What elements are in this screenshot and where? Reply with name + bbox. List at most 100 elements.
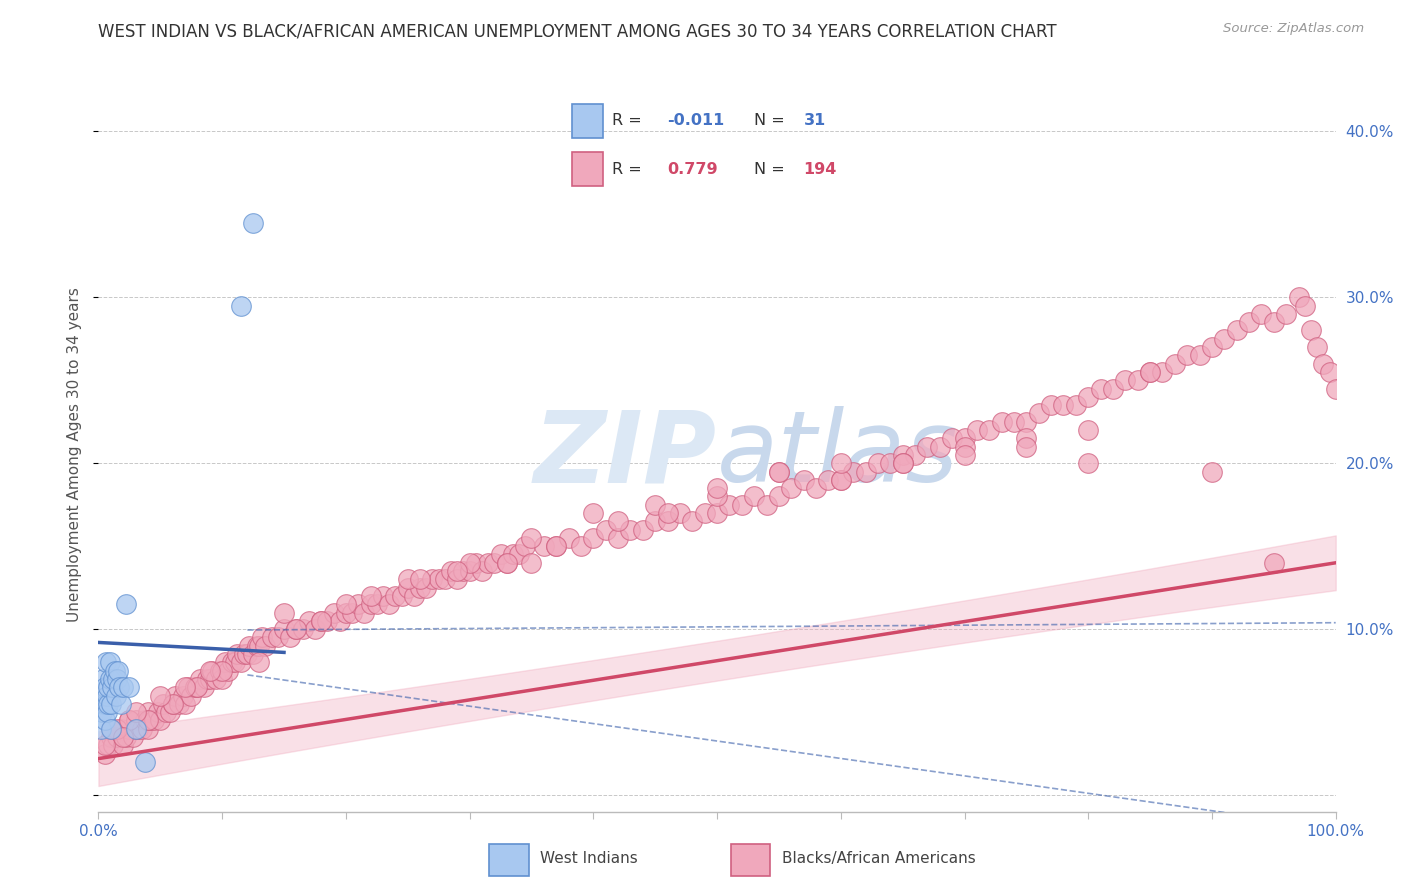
- Point: [134, 714, 156, 728]
- Point: [100, 697, 122, 711]
- Point: [174, 697, 197, 711]
- Point: [93, 747, 115, 761]
- Point: [136, 714, 159, 728]
- Point: [1139, 365, 1161, 379]
- Point: [1263, 556, 1285, 570]
- Point: [477, 556, 499, 570]
- Point: [155, 705, 177, 719]
- Point: [502, 548, 524, 562]
- Point: [143, 714, 166, 728]
- Point: [353, 606, 375, 620]
- Point: [495, 556, 517, 570]
- Point: [122, 730, 145, 744]
- Point: [990, 415, 1012, 429]
- Point: [103, 664, 125, 678]
- Point: [291, 622, 314, 636]
- Point: [304, 622, 326, 636]
- Point: [706, 481, 728, 495]
- Point: [681, 514, 703, 528]
- Point: [453, 564, 475, 578]
- Point: [285, 622, 308, 636]
- Point: [285, 622, 308, 636]
- Point: [124, 705, 146, 719]
- Point: [891, 448, 914, 462]
- Point: [278, 631, 301, 645]
- Point: [94, 656, 117, 670]
- Point: [96, 689, 118, 703]
- Point: [891, 456, 914, 470]
- Point: [804, 481, 827, 495]
- Point: [644, 498, 666, 512]
- Point: [105, 722, 128, 736]
- Point: [103, 672, 125, 686]
- Point: [198, 664, 221, 678]
- Point: [90, 722, 112, 736]
- Point: [830, 456, 852, 470]
- Point: [1312, 357, 1334, 371]
- FancyBboxPatch shape: [489, 844, 529, 876]
- Point: [114, 730, 136, 744]
- Point: [1226, 323, 1249, 337]
- Text: R =: R =: [612, 113, 647, 128]
- Point: [458, 564, 481, 578]
- Point: [118, 680, 141, 694]
- Point: [205, 672, 228, 686]
- Point: [941, 431, 963, 445]
- Point: [186, 680, 208, 694]
- Point: [347, 597, 370, 611]
- Point: [1126, 373, 1149, 387]
- Point: [229, 299, 252, 313]
- Point: [1275, 307, 1298, 321]
- Point: [124, 714, 146, 728]
- Point: [340, 606, 363, 620]
- Point: [546, 539, 568, 553]
- Point: [226, 647, 249, 661]
- Point: [139, 714, 162, 728]
- Point: [409, 573, 432, 587]
- Point: [471, 564, 494, 578]
- Point: [217, 664, 239, 678]
- Point: [1028, 406, 1050, 420]
- Point: [127, 722, 149, 736]
- Point: [1015, 440, 1038, 454]
- Point: [208, 664, 231, 678]
- Point: [515, 539, 537, 553]
- Point: [768, 465, 790, 479]
- Point: [718, 498, 741, 512]
- Point: [657, 514, 679, 528]
- Point: [172, 689, 194, 703]
- Point: [180, 689, 202, 703]
- Point: [755, 498, 778, 512]
- Point: [93, 697, 115, 711]
- Text: 0.779: 0.779: [668, 161, 718, 177]
- Point: [242, 647, 264, 661]
- Point: [176, 680, 198, 694]
- Point: [98, 656, 121, 670]
- Point: [396, 581, 419, 595]
- Point: [335, 597, 357, 611]
- Point: [149, 714, 172, 728]
- Point: [433, 573, 456, 587]
- Point: [242, 216, 264, 230]
- Point: [533, 539, 555, 553]
- Point: [229, 656, 252, 670]
- Point: [366, 597, 388, 611]
- Point: [817, 473, 839, 487]
- Point: [458, 556, 481, 570]
- Point: [1152, 365, 1174, 379]
- Point: [830, 473, 852, 487]
- Point: [1237, 315, 1260, 329]
- Point: [110, 697, 132, 711]
- FancyBboxPatch shape: [572, 104, 603, 137]
- Point: [193, 680, 215, 694]
- Point: [96, 705, 118, 719]
- Point: [1015, 415, 1038, 429]
- Point: [1188, 348, 1211, 362]
- Point: [569, 539, 592, 553]
- Point: [224, 656, 246, 670]
- Point: [198, 672, 221, 686]
- Point: [953, 440, 976, 454]
- Point: [316, 614, 339, 628]
- Point: [97, 739, 120, 753]
- Point: [1077, 390, 1099, 404]
